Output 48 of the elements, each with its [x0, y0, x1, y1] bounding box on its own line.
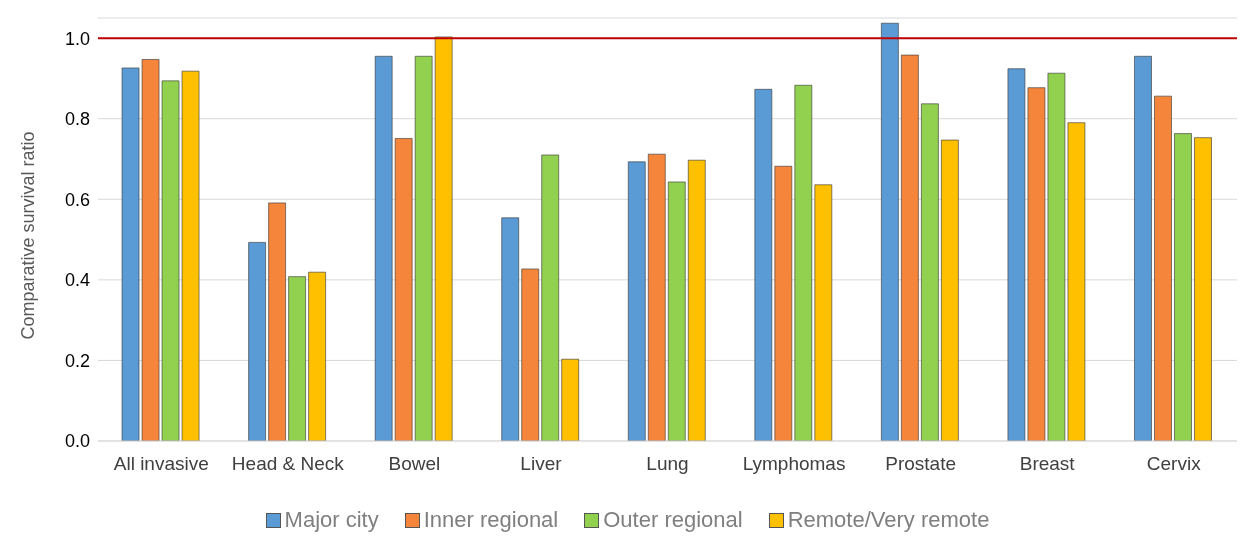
bar — [667, 181, 686, 441]
y-tick-label: 0.0 — [64, 431, 90, 452]
bar — [541, 154, 560, 441]
x-tick-label: Lymphomas — [742, 453, 846, 475]
legend-label: Remote/Very remote — [786, 507, 990, 533]
bar — [434, 36, 453, 441]
x-tick-label: Head & Neck — [231, 453, 345, 475]
bar — [248, 242, 266, 441]
y-tick-label: 0.2 — [64, 350, 90, 371]
bar — [941, 139, 959, 441]
bar — [1174, 133, 1192, 441]
bar — [687, 159, 706, 441]
bar — [647, 153, 666, 441]
bar — [308, 271, 326, 441]
bar — [268, 202, 286, 441]
y-tick-label: 1.0 — [64, 28, 90, 49]
bar — [1154, 95, 1172, 441]
x-tick-label: All invasive — [113, 453, 209, 475]
x-tick-label: Cervix — [1146, 453, 1202, 475]
bar — [521, 268, 540, 441]
x-tick-label: Breast — [1019, 453, 1076, 475]
y-tick-label: 0.8 — [64, 109, 90, 130]
bar — [881, 22, 899, 441]
x-tick-label: Bowel — [388, 453, 441, 475]
legend-label: Inner regional — [422, 507, 559, 533]
bar — [627, 161, 646, 441]
bar — [901, 54, 919, 441]
y-axis-title: Comparative survival ratio — [18, 131, 39, 340]
legend-label: Outer regional — [602, 507, 743, 533]
bar — [561, 358, 580, 441]
bar — [1194, 137, 1212, 441]
bar — [394, 138, 413, 441]
bar — [288, 276, 306, 441]
bar — [754, 89, 773, 441]
bar — [414, 55, 433, 441]
bar — [921, 103, 939, 441]
x-tick-label: Liver — [520, 453, 563, 475]
bar — [501, 217, 520, 441]
bar — [814, 184, 833, 441]
y-tick-label: 0.4 — [64, 270, 90, 291]
x-tick-label: Prostate — [885, 453, 956, 475]
bar — [774, 165, 793, 441]
legend-label: Major city — [283, 507, 379, 533]
y-tick-label: 0.6 — [64, 189, 90, 210]
bar — [794, 84, 813, 441]
x-tick-label: Lung — [646, 453, 689, 475]
bar — [374, 55, 393, 441]
bar — [1134, 55, 1152, 441]
